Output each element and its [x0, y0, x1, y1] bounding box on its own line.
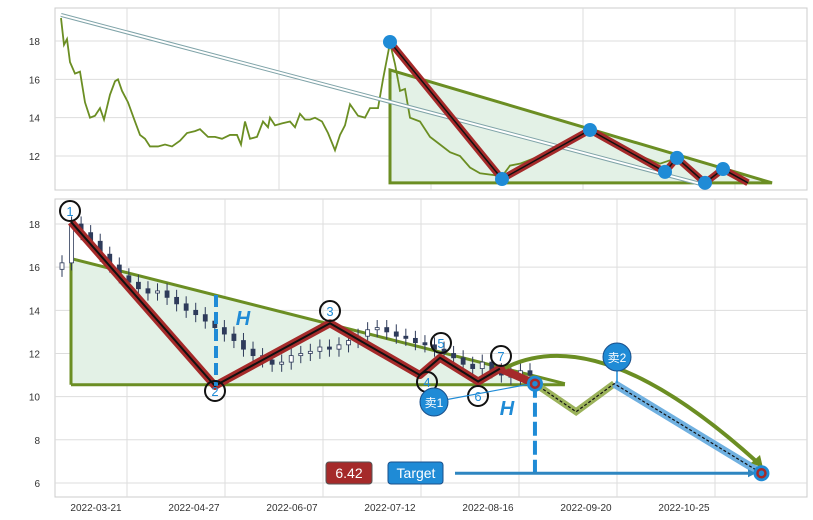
- candle-body: [384, 327, 390, 333]
- candle-body: [317, 346, 323, 352]
- top-pivot-dot: [658, 164, 672, 179]
- pivot-label: 6: [474, 389, 481, 404]
- top-y-tick: 16: [29, 75, 41, 86]
- x-tick-label: 2022-03-21: [70, 503, 122, 514]
- sell2-marker: [602, 342, 632, 372]
- top-pivot-dot: [716, 162, 730, 177]
- pivot-label-circle: [490, 345, 512, 367]
- candle-body: [279, 361, 285, 365]
- candle-body: [231, 333, 237, 341]
- x-tick-label: 2022-04-27: [168, 503, 220, 514]
- x-tick-label: 2022-08-16: [462, 503, 514, 514]
- top-pivot-dot: [583, 122, 597, 137]
- candle-body: [164, 290, 170, 298]
- bottom-y-tick: 10: [29, 393, 41, 404]
- x-tick-label: 2022-10-25: [658, 503, 710, 514]
- candle-body: [460, 357, 466, 365]
- bottom-y-tick: 16: [29, 263, 41, 274]
- pivot-label: 4: [423, 375, 430, 390]
- candle-body: [346, 340, 351, 346]
- target-marker: [753, 465, 770, 482]
- candle-body: [155, 290, 160, 294]
- candle-body: [174, 296, 180, 305]
- pivot-label-circle: [59, 200, 81, 222]
- candle-body: [403, 335, 409, 339]
- height-label-2: H: [500, 398, 515, 420]
- top-pivot-dot: [698, 175, 712, 190]
- top-y-tick: 18: [29, 37, 41, 48]
- bottom-y-tick: 12: [29, 349, 41, 360]
- candle-body: [183, 303, 189, 311]
- x-tick-label: 2022-07-12: [364, 503, 416, 514]
- top-pivot-dot: [495, 172, 509, 187]
- candle-body: [59, 262, 65, 270]
- arc-arrowhead: [751, 455, 763, 468]
- candle-body: [327, 346, 332, 350]
- top-pivot-dot: [383, 34, 397, 49]
- sell1-pointer: [433, 383, 531, 403]
- bottom-y-tick: 18: [29, 220, 41, 231]
- candle-body: [336, 344, 342, 350]
- candle-body: [221, 327, 227, 335]
- pivot-label: 5: [437, 336, 444, 351]
- sell1-label: 卖1: [425, 396, 444, 410]
- candle-body: [307, 350, 313, 354]
- candle-body: [470, 363, 476, 369]
- candle-body: [527, 370, 533, 376]
- candle-body: [136, 281, 141, 290]
- candle-body: [250, 348, 256, 357]
- target-value-box: [325, 461, 373, 485]
- sell2-label: 卖2: [608, 351, 627, 365]
- x-tick-label: 2022-09-20: [560, 503, 612, 514]
- breakout-marker: [526, 375, 543, 392]
- bottom-y-tick: 8: [34, 436, 40, 447]
- candle-body: [193, 309, 199, 316]
- target-arrowhead: [748, 469, 756, 478]
- pivot-label-circle: [430, 332, 452, 354]
- target-value: 6.42: [335, 465, 362, 481]
- pivot-label-circle: [204, 380, 226, 402]
- pivot-label: 1: [66, 204, 73, 219]
- target-label: Target: [397, 465, 436, 481]
- candle-body: [412, 337, 418, 344]
- candle-body: [202, 314, 208, 322]
- target-marker-inner: [756, 467, 767, 479]
- candle-body: [241, 340, 246, 350]
- pivot-label: 2: [211, 384, 218, 399]
- target-label-box: [387, 461, 444, 485]
- top-trend-line-inner: [60, 13, 701, 185]
- pivot-label: 7: [497, 349, 504, 364]
- sell1-marker: [419, 387, 449, 417]
- bottom-y-tick: 14: [29, 306, 41, 317]
- candle-body: [451, 353, 456, 359]
- candle-body: [365, 329, 371, 337]
- candle-body: [479, 361, 485, 369]
- bottom-y-tick: 6: [34, 479, 40, 490]
- candle-body: [374, 327, 380, 331]
- breakout-marker-inner: [529, 378, 541, 389]
- pivot-label-circle: [319, 300, 341, 322]
- candle-body: [288, 355, 294, 363]
- height-label-1: H: [236, 308, 251, 330]
- top-y-tick: 12: [29, 152, 41, 163]
- top-pivot-dot: [670, 150, 684, 165]
- top-y-tick: 14: [29, 114, 41, 125]
- candle-body: [422, 342, 428, 346]
- candle-body: [393, 331, 399, 337]
- candle-body: [298, 353, 304, 357]
- pivot-label: 3: [326, 304, 333, 319]
- candle-body: [145, 288, 151, 294]
- x-tick-label: 2022-06-07: [266, 503, 318, 514]
- candle-body: [269, 359, 275, 365]
